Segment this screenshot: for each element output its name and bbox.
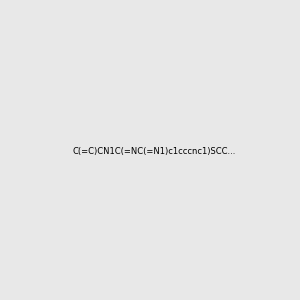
Text: C(=C)CN1C(=NC(=N1)c1cccnc1)SCC...: C(=C)CN1C(=NC(=N1)c1cccnc1)SCC... bbox=[72, 147, 236, 156]
